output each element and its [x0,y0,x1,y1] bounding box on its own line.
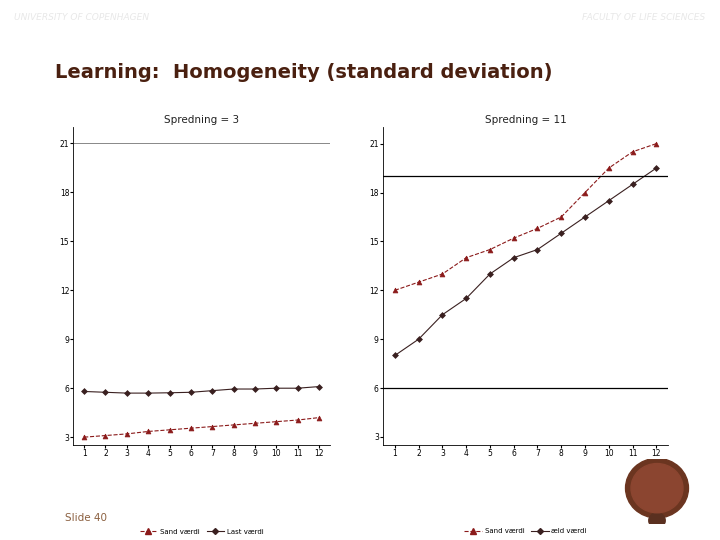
Circle shape [649,513,665,528]
Legend: Sand værdi, æld værdi: Sand værdi, æld værdi [462,525,590,537]
Legend: Sand værdi, Last værdi: Sand værdi, Last værdi [137,526,266,537]
Title: Spredning = 11: Spredning = 11 [485,115,567,125]
Text: FACULTY OF LIFE SCIENCES: FACULTY OF LIFE SCIENCES [582,13,706,22]
Circle shape [631,463,683,513]
Title: Spredning = 3: Spredning = 3 [164,115,239,125]
Circle shape [626,458,688,518]
Text: Learning:  Homogeneity (standard deviation): Learning: Homogeneity (standard deviatio… [55,63,552,83]
Text: Slide 40: Slide 40 [65,514,107,523]
Text: UNIVERSITY OF COPENHAGEN: UNIVERSITY OF COPENHAGEN [14,13,150,22]
